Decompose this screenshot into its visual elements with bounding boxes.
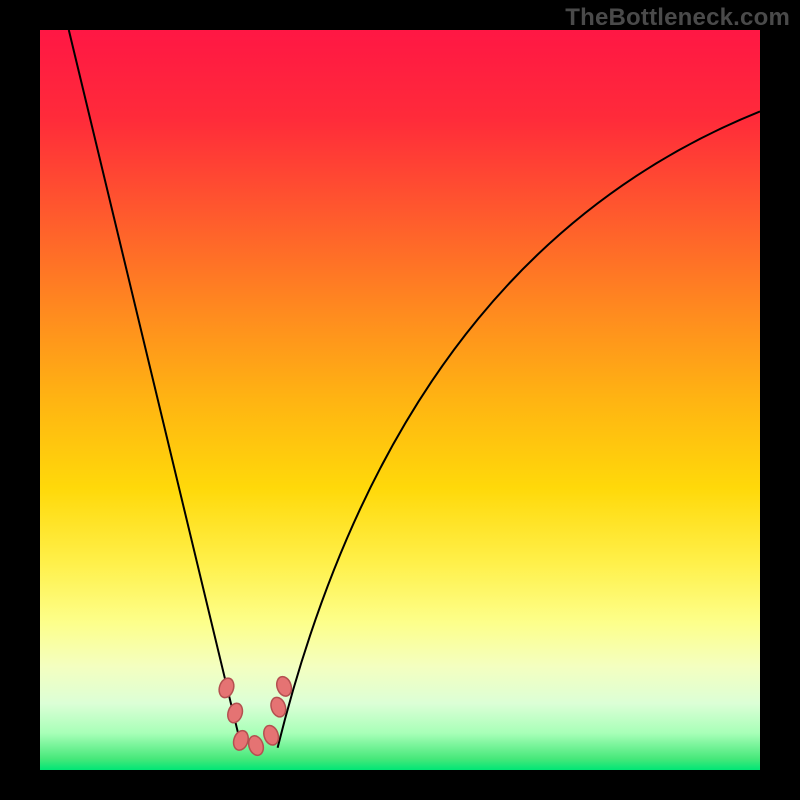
gradient-background — [40, 30, 760, 770]
bottleneck-chart — [0, 0, 800, 800]
watermark-text: TheBottleneck.com — [565, 4, 790, 32]
chart-stage: TheBottleneck.com — [0, 0, 800, 800]
